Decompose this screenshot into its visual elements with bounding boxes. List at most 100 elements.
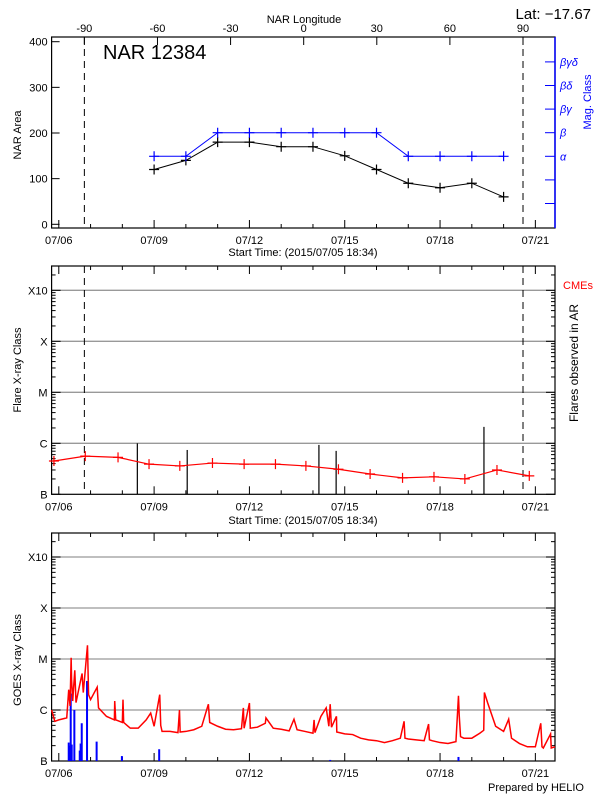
y-tick-label: X	[40, 603, 48, 615]
goes-event-bar	[329, 759, 332, 761]
x-tick-label: 07/09	[140, 235, 168, 247]
goes-event-bar	[158, 749, 161, 761]
mag-class-point	[307, 127, 318, 138]
panel-2: B C M X X10 07/06 07/09 07/12 07/15 07/18 07/21	[28, 265, 556, 513]
mag-class-tick-label: βγ	[559, 104, 573, 116]
longitude-tick-label: -30	[223, 23, 239, 35]
x-tick-label: 07/21	[522, 768, 550, 780]
goes-event-bar	[70, 744, 73, 761]
longitude-tick-label: 0	[301, 23, 307, 35]
y-tick-label: B	[40, 756, 47, 768]
nar-area-point	[339, 150, 350, 161]
mag-class-point	[466, 151, 477, 162]
flare-background-line	[53, 455, 530, 480]
nar-area-point	[276, 141, 287, 152]
x-tick-label: 07/15	[331, 235, 359, 247]
mag-class-point	[371, 127, 382, 138]
y-tick-label: M	[38, 654, 47, 666]
longitude-tick-label: -90	[76, 23, 92, 35]
goes-flux-line	[50, 645, 556, 750]
flare-class-axis-title: Flare X-ray Class	[12, 327, 24, 412]
area-y-tick-label: 200	[29, 128, 47, 140]
nar-area-point	[435, 182, 446, 193]
mag-class-point	[276, 127, 287, 138]
y-tick-label: X10	[28, 285, 48, 297]
goes-event-bar	[80, 723, 83, 761]
area-y-tick-label: 400	[29, 37, 47, 49]
x-tick-label: 07/06	[45, 768, 73, 780]
nar-area-point	[307, 141, 318, 152]
goes-event-bar	[73, 710, 76, 761]
flare-background-point	[428, 471, 439, 482]
nar-area-line	[153, 141, 504, 198]
longitude-tick-label: 60	[444, 23, 456, 35]
x-tick-label: 07/21	[522, 501, 550, 513]
nar-area-point	[212, 137, 223, 148]
prepared-by-credit: Prepared by HELIO	[488, 782, 584, 794]
flare-background-point	[365, 469, 376, 480]
nar-area-point	[149, 164, 160, 175]
mag-class-tick-label: βγδ	[559, 57, 579, 69]
flare-background-point	[270, 459, 281, 470]
mag-class-point	[149, 151, 160, 162]
goes-class-axis-title: GOES X-ray Class	[12, 614, 24, 706]
flare-background-point	[48, 455, 59, 466]
goes-event-bar	[79, 743, 82, 761]
x-tick-label: 07/21	[522, 235, 550, 247]
mag-class-point	[403, 151, 414, 162]
mag-class-axis-title: Mag. Class	[582, 74, 594, 130]
nar-area-point	[371, 164, 382, 175]
nar-area-axis-title: NAR Area	[12, 110, 24, 160]
cmes-label: CMEs	[563, 280, 593, 292]
y-tick-label: X10	[28, 552, 48, 564]
goes-event-bar	[69, 693, 72, 761]
nar-area-point	[403, 178, 414, 189]
area-y-tick-label: 0	[41, 219, 47, 231]
flare-background-point	[174, 460, 185, 471]
mag-class-tick-label: β	[559, 128, 567, 140]
mag-class-tick-label: α	[560, 151, 567, 163]
flare-background-point	[207, 458, 218, 469]
flare-background-point	[80, 451, 91, 462]
plot-frame	[50, 265, 556, 495]
flare-background-point	[239, 459, 250, 470]
y-tick-label: X	[40, 336, 48, 348]
x-tick-label: 07/18	[426, 235, 454, 247]
area-y-tick-label: 100	[29, 174, 47, 186]
mag-class-point	[435, 151, 446, 162]
longitude-tick-label: -60	[150, 23, 166, 35]
flare-background-point	[524, 470, 535, 481]
nar-area-point	[466, 178, 477, 189]
x-tick-label: 07/12	[236, 235, 264, 247]
mag-class-line	[154, 132, 504, 157]
panel-3: B C M X X10 07/06 07/09 07/12 07/15 07/18 07/21	[28, 532, 556, 780]
x-tick-label: 07/12	[236, 501, 264, 513]
goes-event-bar	[95, 741, 98, 761]
mag-class-tick-label: βδ	[559, 81, 573, 93]
panel1-start-time-label: Start Time: (2015/07/05 18:34)	[228, 247, 377, 259]
plot-frame	[50, 532, 556, 762]
flare-background-point	[459, 473, 470, 484]
y-tick-label: B	[40, 489, 47, 501]
latitude-label: Lat: −17.67	[516, 6, 591, 23]
longitude-tick-label: 30	[371, 23, 383, 35]
x-tick-label: 07/15	[331, 501, 359, 513]
mag-class-point	[339, 127, 350, 138]
x-tick-label: 07/12	[236, 768, 264, 780]
flare-background-point	[300, 460, 311, 471]
mag-class-point	[498, 151, 509, 162]
x-tick-label: 07/09	[140, 501, 168, 513]
goes-event-bar	[86, 681, 89, 761]
longitude-tick-label: 90	[517, 23, 529, 35]
longitude-axis-title: NAR Longitude	[267, 14, 342, 26]
nar-area-point	[498, 191, 509, 202]
x-tick-label: 07/06	[45, 501, 73, 513]
x-tick-label: 07/18	[426, 768, 454, 780]
goes-event-bar	[120, 756, 123, 761]
flare-background-point	[333, 464, 344, 475]
x-tick-label: 07/09	[140, 768, 168, 780]
y-tick-label: C	[40, 438, 48, 450]
mag-class-point	[180, 151, 191, 162]
